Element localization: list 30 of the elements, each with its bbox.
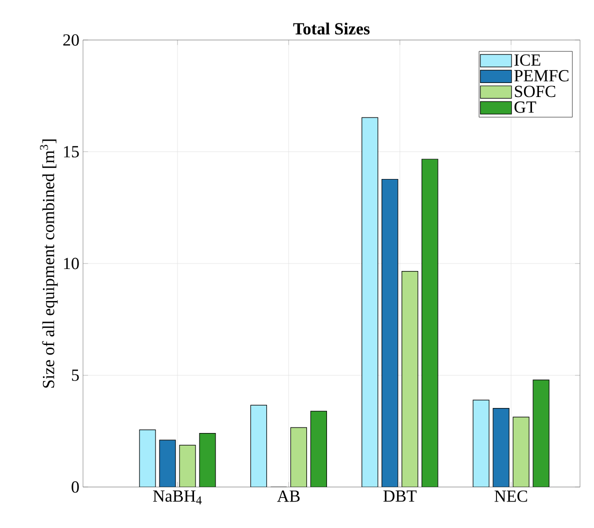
legend-label: SOFC — [514, 86, 556, 98]
y-tick-label: 5 — [72, 370, 79, 381]
chart-title: Total Sizes — [293, 22, 370, 35]
x-tick-label: AB — [277, 490, 300, 502]
bar — [492, 408, 510, 487]
legend-label: ICE — [514, 54, 540, 66]
bar — [139, 429, 156, 487]
bar — [402, 271, 418, 487]
x-tick-label: NEC — [494, 490, 528, 502]
legend-label: PEMFC — [514, 70, 568, 82]
bar — [290, 427, 307, 487]
bar — [532, 380, 550, 487]
bar — [179, 444, 196, 487]
bar — [512, 416, 530, 487]
y-axis-title: Size of all equipment combined [m$^{3}$] — [40, 139, 58, 388]
bar — [250, 404, 267, 487]
y-tick-label: 20 — [63, 34, 79, 46]
legend-label: GT — [514, 101, 536, 113]
bar — [159, 440, 176, 487]
bar — [362, 117, 378, 487]
bar — [310, 410, 327, 487]
x-tick-label: DBT — [383, 490, 417, 502]
y-tick-label: 0 — [72, 481, 79, 493]
x-tick-label: NaBH$_{4}$ — [153, 490, 202, 504]
y-tick-label: 10 — [64, 258, 79, 270]
y-tick-label: 15 — [64, 146, 79, 158]
bar — [199, 433, 216, 487]
bar — [382, 178, 398, 487]
bar — [422, 158, 438, 487]
bar — [472, 400, 490, 487]
